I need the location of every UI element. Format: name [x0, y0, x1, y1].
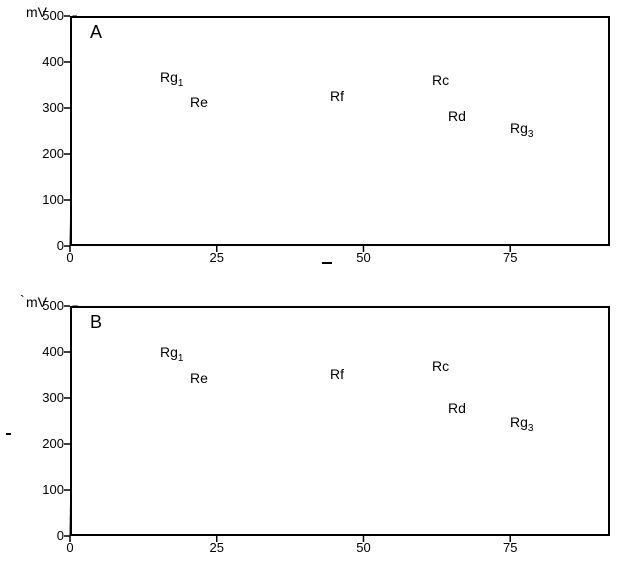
peak-label: Rg1: [160, 344, 183, 364]
peak-label: Rf: [330, 366, 344, 382]
peak-label: Re: [190, 370, 208, 386]
between-dash-artifact: [322, 262, 332, 264]
peak-label: Rf: [330, 88, 344, 104]
artifact-tick-B: `: [20, 292, 25, 308]
xtick-label: 75: [495, 540, 525, 555]
ytick-label: 500: [30, 298, 64, 313]
ytick-label: 300: [30, 100, 64, 115]
peak-label: Rc: [432, 72, 449, 88]
ytick-label: 400: [30, 344, 64, 359]
peak-label: Rg1: [160, 69, 183, 89]
ytick-label: 400: [30, 54, 64, 69]
xtick-label: 75: [495, 250, 525, 265]
xtick-label: 50: [348, 250, 378, 265]
panel-letter-A: A: [90, 22, 102, 43]
peak-label: Rg3: [510, 414, 533, 434]
ytick-label: 200: [30, 436, 64, 451]
xtick-label: 50: [348, 540, 378, 555]
artifact-side-tick: [6, 433, 11, 435]
ytick-label: 300: [30, 390, 64, 405]
ytick-label: 100: [30, 482, 64, 497]
peak-label: Rg3: [510, 120, 533, 140]
peak-label: Rd: [448, 400, 466, 416]
peak-label: Rc: [432, 358, 449, 374]
xtick-label: 0: [55, 250, 85, 265]
xtick-label: 0: [55, 540, 85, 555]
ytick-label: 500: [30, 8, 64, 23]
ytick-label: 200: [30, 146, 64, 161]
xtick-label: 25: [202, 250, 232, 265]
ytick-label: 100: [30, 192, 64, 207]
peak-label: Re: [190, 94, 208, 110]
panel-letter-B: B: [90, 312, 102, 333]
xtick-label: 25: [202, 540, 232, 555]
figure: mVA01002003004005000255075Rg1ReRfRcRdRg3…: [0, 0, 637, 569]
peak-label: Rd: [448, 108, 466, 124]
